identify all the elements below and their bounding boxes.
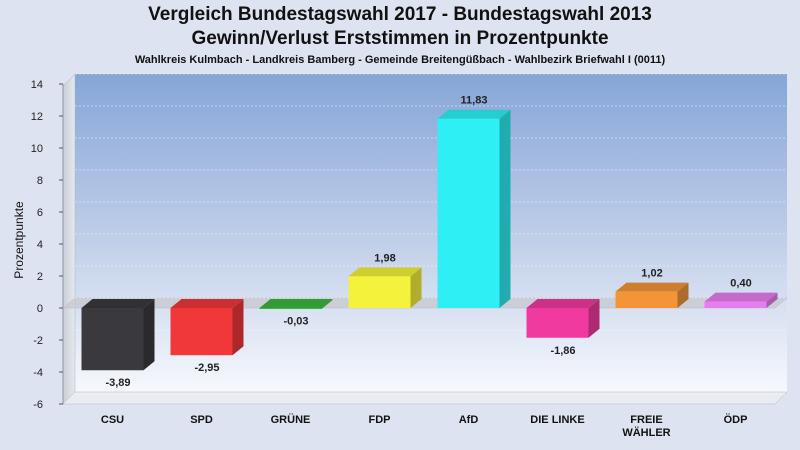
y-tick-label: 10 <box>31 143 43 155</box>
bar-top <box>437 109 511 119</box>
bar-side <box>321 299 333 309</box>
bar-top <box>526 299 600 308</box>
bar-top <box>704 292 778 302</box>
bar-spd: -2,95 <box>170 299 244 374</box>
bars: -3,89 -2,95 -0,03 1,98 11,83 -1,86 1,02 0,40 <box>81 95 778 389</box>
bar-value-label: 11,83 <box>461 95 488 107</box>
y-axis-ticks: -6 -4 -2 0 2 4 6 8 10 12 14 <box>31 79 63 411</box>
x-category-label: FDP <box>369 414 391 426</box>
bar-value-label: -3,89 <box>105 377 130 389</box>
bar-side <box>499 109 511 308</box>
y-tick-label: 2 <box>37 271 43 283</box>
bar-freie-wähler: 1,02 <box>615 268 689 308</box>
bar-side <box>410 267 422 308</box>
bar-top <box>81 299 155 308</box>
bar-value-label: 1,98 <box>374 252 395 264</box>
x-axis-labels: CSU SPD GRÜNE FDP AfD DIE LINKE FREIE WÄHLER ÖDP <box>101 413 748 439</box>
bar-csu: -3,89 <box>81 299 155 389</box>
y-tick-label: 8 <box>37 175 43 187</box>
bar-die-linke: -1,86 <box>526 299 600 357</box>
bar-front <box>170 308 233 356</box>
bar-front <box>437 118 500 308</box>
bar-front <box>704 301 767 308</box>
bar-top <box>259 299 333 308</box>
bar-top <box>615 282 689 292</box>
x-category-label: SPD <box>190 414 213 426</box>
bar-front <box>615 291 678 308</box>
y-axis-label: Prozentpunkte <box>12 201 26 279</box>
bar-side <box>588 299 600 338</box>
x-category-label: CSU <box>101 414 124 426</box>
y-tick-label: 14 <box>31 79 43 91</box>
bar-ödp: 0,40 <box>704 278 778 308</box>
x-category-label: AfD <box>459 414 479 426</box>
gridlines <box>75 73 787 395</box>
bar-side <box>143 299 155 371</box>
bar-value-label: 0,40 <box>730 278 751 290</box>
chart-caption: Wahlkreis Kulmbach - Landkreis Bamberg -… <box>134 54 666 66</box>
y-tick-label: 0 <box>37 303 43 315</box>
bar-front <box>259 308 322 309</box>
x-category-label: ÖDP <box>724 413 748 426</box>
bar-fdp: 1,98 <box>348 252 422 308</box>
bar-side <box>677 282 689 308</box>
bar-top <box>170 299 244 308</box>
bar-value-label: -0,03 <box>283 315 308 327</box>
bar-afd: 11,83 <box>437 95 511 308</box>
bar-grüne: -0,03 <box>259 299 333 327</box>
y-tick-label: -6 <box>33 399 43 411</box>
chart-subtitle: Gewinn/Verlust Erststimmen in Prozentpun… <box>191 28 609 49</box>
bar-front <box>348 276 411 308</box>
x-category-label: DIE LINKE <box>530 414 584 426</box>
y-tick-label: 6 <box>37 207 43 219</box>
bar-value-label: -2,95 <box>194 362 219 374</box>
bar-top <box>348 267 422 277</box>
plot-floor <box>62 391 788 405</box>
y-tick-label: 12 <box>31 111 43 123</box>
bar-side <box>232 299 244 356</box>
x-category-label: GRÜNE <box>271 413 311 426</box>
y-tick-label: 4 <box>37 239 43 251</box>
bar-side <box>766 292 778 308</box>
bar-front <box>526 308 589 338</box>
plot-left-wall <box>62 73 76 405</box>
bar-front <box>81 308 144 371</box>
bar-value-label: 1,02 <box>641 268 662 280</box>
chart-title: Vergleich Bundestagswahl 2017 - Bundesta… <box>148 4 652 25</box>
bar-value-label: -1,86 <box>550 345 575 357</box>
y-tick-label: -4 <box>33 367 43 379</box>
x-category-label: FREIE WÄHLER <box>622 414 670 439</box>
y-tick-label: -2 <box>33 335 43 347</box>
